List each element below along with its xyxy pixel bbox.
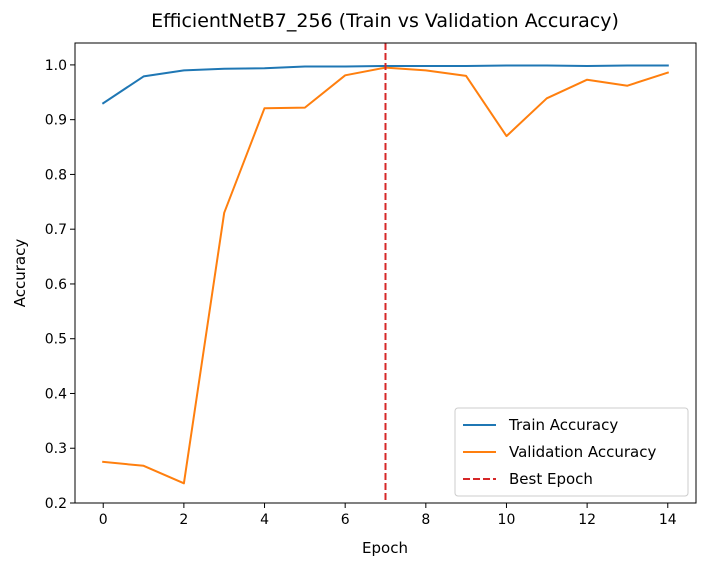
plot-area: [101, 43, 670, 503]
y-tick-label: 0.8: [45, 167, 67, 183]
x-tick-label: 14: [659, 512, 677, 528]
x-tick-label: 0: [99, 512, 108, 528]
chart-title: EfficientNetB7_256 (Train vs Validation …: [151, 10, 619, 32]
x-tick-label: 8: [421, 512, 430, 528]
legend-box: [454, 407, 689, 497]
x-tick-label: 12: [578, 512, 596, 528]
legend-label-validation: Validation Accuracy: [509, 443, 656, 461]
x-tick-label: 2: [179, 512, 188, 528]
x-tick-label: 6: [341, 512, 350, 528]
y-axis-label: Accuracy: [11, 239, 29, 308]
y-tick-label: 0.5: [45, 332, 67, 348]
legend-label-train: Train Accuracy: [508, 416, 618, 434]
y-tick-label: 0.6: [45, 277, 67, 293]
legend-label-best-epoch: Best Epoch: [509, 470, 593, 488]
plot-frame: [74, 42, 697, 504]
y-tick-label: 0.3: [45, 441, 67, 457]
axes: 0 2 4 6 8 10 12 14 0.2 0.3 0.4 0.5 0.6 0.7 0.8 0.9 1.0: [45, 42, 697, 528]
x-tick-label: 4: [260, 512, 269, 528]
y-tick-label: 1.0: [45, 58, 67, 74]
y-tick-label: 0.4: [45, 386, 67, 402]
x-axis-label: Epoch: [362, 539, 408, 557]
legend: Train Accuracy Validation Accuracy Best Ep…: [454, 407, 689, 497]
x-tick-label: 10: [498, 512, 516, 528]
y-tick-label: 0.7: [45, 222, 67, 238]
y-tick-label: 0.2: [45, 496, 67, 512]
y-tick-label: 0.9: [45, 113, 67, 129]
